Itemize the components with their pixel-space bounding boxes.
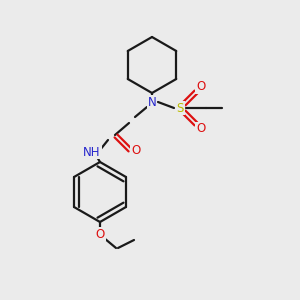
Text: S: S xyxy=(176,101,184,115)
Text: O: O xyxy=(131,145,141,158)
Text: O: O xyxy=(196,80,206,94)
Text: O: O xyxy=(196,122,206,136)
Text: O: O xyxy=(95,227,105,241)
Text: N: N xyxy=(148,95,156,109)
Text: NH: NH xyxy=(83,146,101,158)
